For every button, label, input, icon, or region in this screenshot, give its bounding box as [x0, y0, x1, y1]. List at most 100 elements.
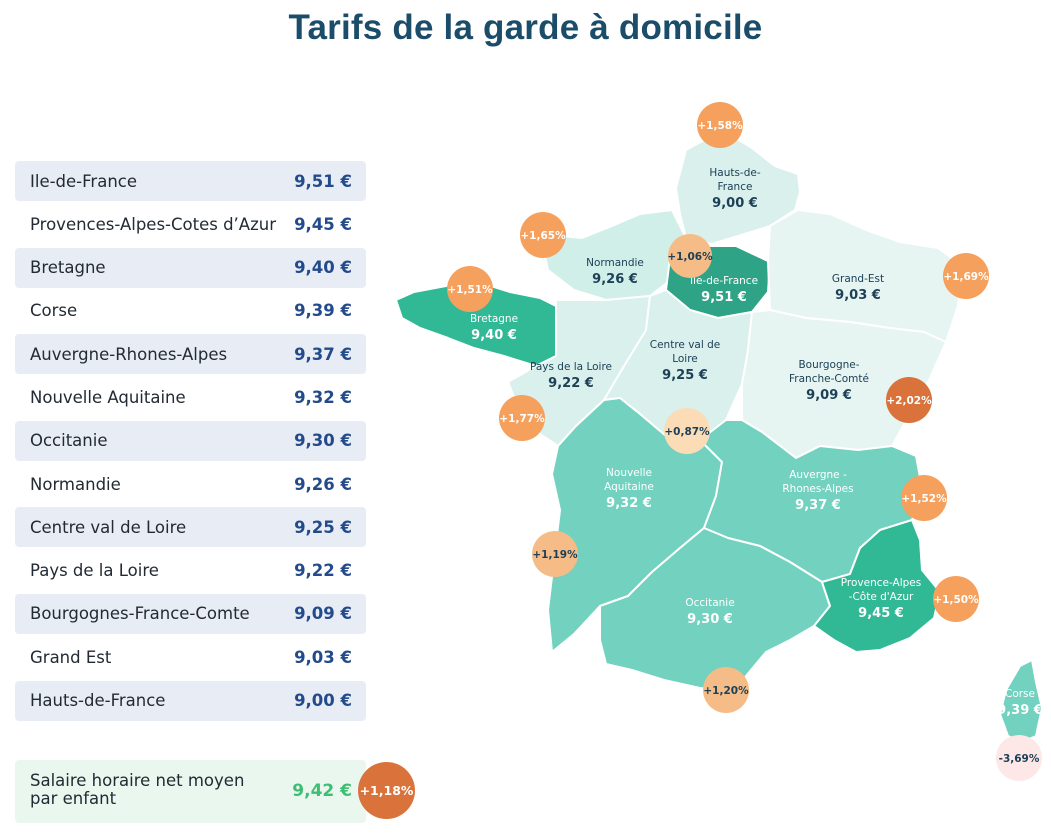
rate-row-value: 9,39 € — [294, 301, 352, 321]
region-value-pdl: 9,22 € — [548, 376, 594, 391]
change-badge-label-paca: +1,50% — [933, 594, 979, 606]
rate-row: Bourgognes-France-Comte 9,09 € — [15, 593, 366, 634]
change-badge-ara — [901, 475, 947, 521]
region-value-ara: 9,37 € — [795, 498, 841, 513]
rate-row-region: Centre val de Loire — [30, 517, 187, 537]
rate-row-region: Ile-de-France — [30, 171, 138, 191]
rate-row: Centre val de Loire 9,25 € — [15, 507, 366, 548]
region-value-cvl: 9,25 € — [662, 368, 708, 383]
region-value-hdf: 9,00 € — [712, 196, 758, 211]
rate-row: Nouvelle Aquitaine 9,32 € — [15, 377, 366, 417]
region-name-paca: -Côte d'Azur — [849, 591, 914, 603]
change-badge-label-hdf: +1,58% — [697, 120, 743, 132]
change-badge-label-corse: -3,69% — [999, 753, 1040, 765]
region-name-na: Nouvelle — [606, 467, 652, 479]
change-badge-hdf — [697, 102, 743, 148]
region-value-bfc: 9,09 € — [806, 388, 852, 403]
change-badge-label-bret: +1,51% — [447, 284, 493, 296]
region-name-hdf: Hauts-de- — [709, 167, 760, 179]
change-badge-bret — [447, 266, 493, 312]
rate-row: Bretagne 9,40 € — [15, 247, 366, 288]
change-badge-idf — [668, 234, 712, 278]
rate-row: Pays de la Loire 9,22 € — [15, 551, 366, 591]
region-name-ge: Grand-Est — [832, 273, 884, 285]
page-title: Tarifs de la garde à domicile — [288, 8, 763, 47]
rate-row-value: 9,26 € — [294, 474, 352, 494]
change-badge-label-na: +1,19% — [532, 549, 578, 561]
rate-row-value: 9,00 € — [294, 691, 352, 711]
rate-row-value: 9,25 € — [294, 517, 352, 537]
rate-row-value: 9,30 € — [294, 431, 352, 451]
change-badge-pdl — [499, 395, 545, 441]
change-badge-label-ara: +1,52% — [901, 493, 947, 505]
region-value-paca: 9,45 € — [858, 606, 904, 621]
change-badge-occ — [703, 667, 749, 713]
change-badge-cvl — [664, 408, 710, 454]
change-badge-paca — [933, 576, 979, 622]
rate-row-value: 9,37 € — [294, 344, 352, 364]
region-name-paca: Provence-Alpes — [841, 577, 921, 589]
region-name-hdf: France — [718, 181, 753, 193]
rate-row: Normandie 9,26 € — [15, 464, 366, 504]
change-badge-norm — [520, 212, 566, 258]
change-badge-label-cvl: +0,87% — [664, 426, 710, 438]
change-badge-label-ge: +1,69% — [943, 271, 989, 283]
rate-row: Hauts-de-France 9,00 € — [15, 680, 366, 721]
summary-box: Salaire horaire net moyen par enfant 9,4… — [15, 760, 366, 823]
region-name-norm: Normandie — [586, 257, 644, 269]
rate-row: Auvergne-Rhones-Alpes 9,37 € — [15, 334, 366, 375]
region-value-corse: 9,39 € — [997, 703, 1043, 718]
region-name-bfc: Bourgogne- — [798, 359, 859, 371]
region-name-ara: Rhones-Alpes — [782, 483, 853, 495]
change-badge-corse — [996, 735, 1042, 781]
change-badge-label-bfc: +2,02% — [886, 395, 932, 407]
rate-row: Provences-Alpes-Cotes d’Azur 9,45 € — [15, 204, 366, 244]
rate-row-region: Normandie — [30, 474, 121, 494]
rate-row: Occitanie 9,30 € — [15, 420, 366, 461]
rate-row-region: Nouvelle Aquitaine — [30, 387, 186, 407]
region-name-occ: Occitanie — [685, 597, 734, 609]
region-name-ara: Auvergne - — [789, 469, 847, 481]
summary-label: Salaire horaire net moyen par enfant — [30, 771, 245, 808]
change-badge-label-occ: +1,20% — [703, 685, 749, 697]
region-name-corse: Corse — [1005, 688, 1035, 700]
rate-row-value: 9,09 € — [294, 604, 352, 624]
change-badge-bfc — [886, 377, 932, 423]
rate-row-region: Hauts-de-France — [30, 691, 166, 711]
rate-row-region: Bretagne — [30, 258, 106, 278]
region-value-bret: 9,40 € — [471, 328, 517, 343]
region-name-bfc: Franche-Comté — [789, 373, 869, 385]
rate-row-value: 9,32 € — [294, 387, 352, 407]
region-value-norm: 9,26 € — [592, 272, 638, 287]
change-badge-label-pdl: +1,77% — [499, 413, 545, 425]
change-badge-ge — [943, 253, 989, 299]
rate-row-region: Bourgognes-France-Comte — [30, 604, 250, 624]
rate-row-value: 9,51 € — [294, 171, 352, 191]
rate-row-region: Auvergne-Rhones-Alpes — [30, 344, 228, 364]
rate-row-region: Occitanie — [30, 431, 108, 451]
region-name-cvl: Loire — [672, 353, 698, 365]
rate-row: Corse 9,39 € — [15, 291, 366, 331]
region-value-occ: 9,30 € — [687, 612, 733, 627]
change-badge-na — [532, 531, 578, 577]
rate-row-region: Pays de la Loire — [30, 561, 159, 581]
region-name-na: Aquitaine — [604, 481, 654, 493]
region-name-cvl: Centre val de — [650, 339, 720, 351]
region-shape-corse — [999, 659, 1043, 743]
rate-row: Grand Est 9,03 € — [15, 637, 366, 677]
change-badge-label-idf: +1,06% — [667, 251, 713, 263]
region-value-idf: 9,51 € — [701, 290, 747, 305]
rate-row-value: 9,03 € — [294, 647, 352, 667]
summary-change-badge: +1,18% — [358, 762, 415, 819]
region-shape-hdf — [675, 135, 801, 245]
rate-list: Ile-de-France 9,51 € Provences-Alpes-Cotes… — [15, 161, 366, 724]
rate-row: Ile-de-France 9,51 € — [15, 161, 366, 201]
region-name-bret: Bretagne — [470, 313, 518, 325]
region-name-idf: Ile-de-France — [690, 275, 758, 287]
rate-row-value: 9,22 € — [294, 561, 352, 581]
rate-row-value: 9,40 € — [294, 258, 352, 278]
region-value-na: 9,32 € — [606, 496, 652, 511]
rate-row-region: Provences-Alpes-Cotes d’Azur — [30, 214, 276, 234]
change-badge-label-norm: +1,65% — [520, 230, 566, 242]
